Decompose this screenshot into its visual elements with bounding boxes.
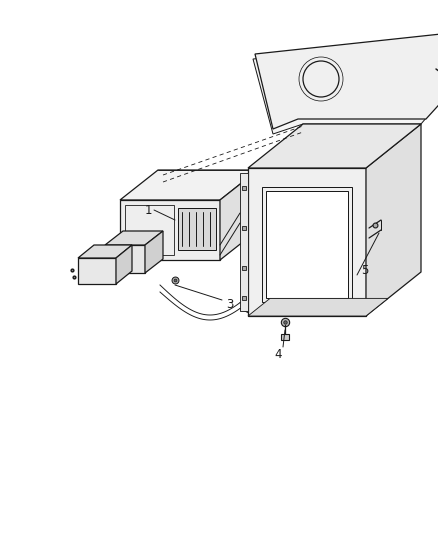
Polygon shape bbox=[116, 245, 132, 284]
Polygon shape bbox=[145, 231, 162, 273]
Polygon shape bbox=[365, 124, 420, 316]
Text: 1: 1 bbox=[144, 204, 152, 216]
Polygon shape bbox=[280, 334, 288, 340]
Polygon shape bbox=[78, 245, 132, 258]
Polygon shape bbox=[219, 170, 258, 260]
Polygon shape bbox=[265, 191, 347, 298]
Text: 5: 5 bbox=[360, 263, 368, 277]
Polygon shape bbox=[105, 231, 162, 245]
Polygon shape bbox=[247, 298, 387, 316]
Polygon shape bbox=[120, 200, 219, 260]
Polygon shape bbox=[120, 170, 258, 200]
Polygon shape bbox=[240, 173, 247, 311]
Text: 3: 3 bbox=[226, 298, 233, 311]
Polygon shape bbox=[105, 245, 145, 273]
Polygon shape bbox=[78, 258, 116, 284]
Polygon shape bbox=[247, 168, 365, 316]
Polygon shape bbox=[177, 208, 215, 250]
Text: 4: 4 bbox=[274, 349, 281, 361]
Polygon shape bbox=[254, 34, 438, 129]
Polygon shape bbox=[252, 44, 438, 134]
Polygon shape bbox=[247, 124, 420, 168]
